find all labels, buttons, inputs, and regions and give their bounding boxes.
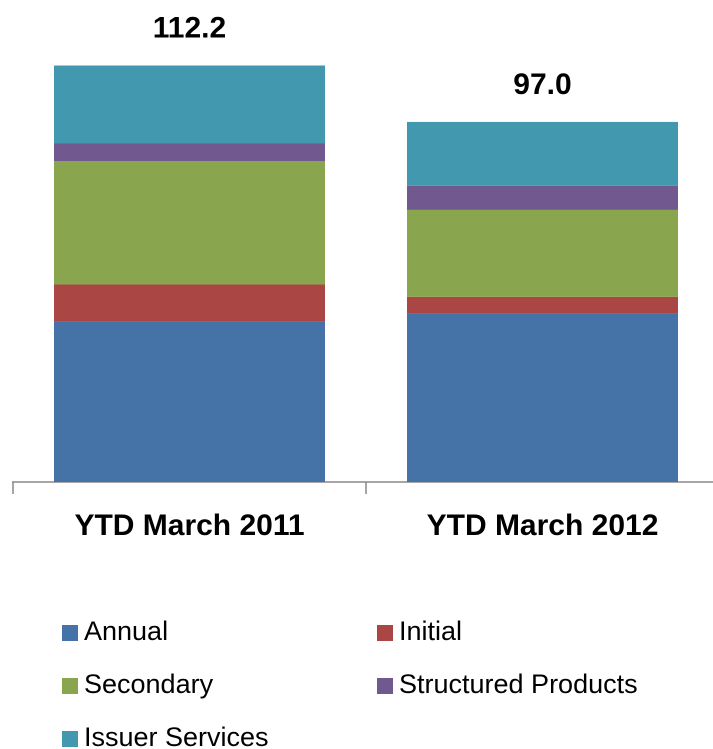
- bar-segment: [407, 209, 678, 297]
- legend-swatch: [377, 625, 393, 641]
- x-tick-label: YTD March 2011: [74, 509, 304, 542]
- legend-label: Issuer Services: [84, 722, 269, 749]
- legend-swatch: [62, 731, 78, 747]
- legend-swatch: [62, 625, 78, 641]
- x-tick-label: YTD March 2012: [427, 509, 659, 542]
- legend-swatch: [377, 678, 393, 694]
- legend-label: Structured Products: [399, 669, 638, 699]
- bar-segment: [407, 185, 678, 210]
- bar-segment: [407, 121, 678, 186]
- bar-segment: [54, 161, 325, 285]
- total-label: 112.2: [153, 11, 226, 44]
- bar-segment: [407, 313, 678, 482]
- bar-segment: [54, 65, 325, 144]
- total-label: 97.0: [513, 68, 571, 101]
- legend-swatch: [62, 678, 78, 694]
- legend-label: Annual: [84, 616, 168, 646]
- legend-label: Secondary: [84, 669, 214, 699]
- bar-segment: [54, 143, 325, 162]
- legend-label: Initial: [399, 616, 462, 646]
- bar-segment: [54, 321, 325, 482]
- bar-segment: [54, 284, 325, 322]
- bar-segment: [407, 296, 678, 314]
